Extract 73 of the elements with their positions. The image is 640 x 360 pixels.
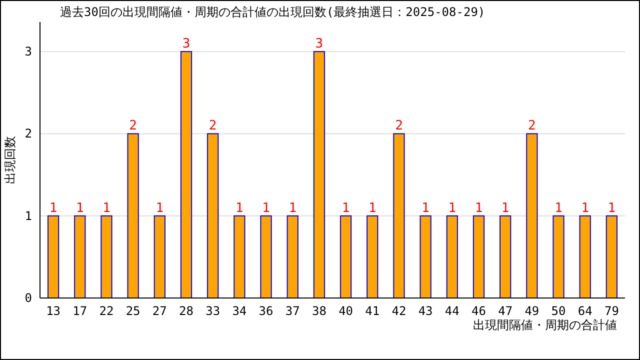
data-label: 1 xyxy=(102,200,110,216)
bar xyxy=(47,215,60,298)
bar xyxy=(340,215,352,298)
x-tick-label: 49 xyxy=(524,304,540,318)
y-tick-label: 3 xyxy=(24,44,32,59)
data-label: 1 xyxy=(448,200,456,216)
x-tick-label: 27 xyxy=(152,304,167,318)
data-label: 1 xyxy=(156,200,164,216)
data-label: 2 xyxy=(208,118,217,134)
bar xyxy=(552,215,564,298)
bar xyxy=(286,215,298,298)
x-tick-label: 64 xyxy=(578,304,592,318)
x-tick-label: 25 xyxy=(126,304,140,318)
bar xyxy=(127,133,139,298)
y-tick-label: 1 xyxy=(24,208,32,223)
bar xyxy=(446,215,458,298)
data-label: 1 xyxy=(608,200,616,216)
bar xyxy=(260,215,272,298)
data-label: 1 xyxy=(49,200,58,216)
data-label: 1 xyxy=(262,200,270,216)
x-tick-label: 42 xyxy=(392,304,406,318)
data-label: 1 xyxy=(474,200,483,216)
chart-title: 過去30回の出現間隔値・周期の合計値の出現回数(最終抽選日：2025-08-29) xyxy=(60,5,486,19)
x-tick-label: 36 xyxy=(258,304,274,318)
x-tick-label: 46 xyxy=(472,304,486,318)
x-axis-title: 出現間隔値・周期の合計値 xyxy=(473,318,617,332)
data-label: 3 xyxy=(182,36,190,52)
x-tick-label: 47 xyxy=(498,304,513,318)
data-label: 1 xyxy=(581,200,590,216)
y-tick-label: 0 xyxy=(24,291,32,305)
bar xyxy=(154,215,166,298)
data-label: 1 xyxy=(236,200,244,216)
data-label: 1 xyxy=(288,200,297,216)
x-tick-label: 28 xyxy=(179,304,194,318)
data-label: 3 xyxy=(315,36,324,52)
bar xyxy=(526,133,538,298)
x-tick-label: 34 xyxy=(232,304,247,318)
x-tick-label: 13 xyxy=(46,304,61,318)
data-label: 1 xyxy=(501,200,510,216)
bar xyxy=(180,51,192,298)
bar xyxy=(472,215,485,298)
data-label: 2 xyxy=(129,118,137,134)
x-tick-label: 40 xyxy=(338,304,354,318)
x-tick-label: 43 xyxy=(418,304,433,318)
bar xyxy=(207,133,219,298)
x-tick-label: 22 xyxy=(99,304,114,318)
data-label: 2 xyxy=(395,118,403,134)
bar xyxy=(500,215,512,298)
bar xyxy=(420,215,432,298)
bar xyxy=(366,215,378,298)
data-label: 1 xyxy=(368,200,376,216)
bar xyxy=(606,215,618,298)
y-tick-label: 2 xyxy=(24,126,32,141)
data-label: 1 xyxy=(554,200,562,216)
y-axis-title: 出現回数 xyxy=(3,136,17,184)
data-label: 1 xyxy=(342,200,350,216)
x-tick-label: 38 xyxy=(312,304,326,318)
x-tick-label: 17 xyxy=(72,304,88,318)
bar xyxy=(234,215,246,298)
x-tick-label: 50 xyxy=(551,304,566,318)
x-tick-label: 41 xyxy=(365,304,380,318)
x-tick-label: 44 xyxy=(444,304,460,318)
x-tick-label: 79 xyxy=(604,304,619,318)
bar xyxy=(393,133,405,298)
bar xyxy=(579,215,591,298)
bar xyxy=(74,215,86,298)
x-tick-label: 37 xyxy=(285,304,300,318)
data-label: 1 xyxy=(76,200,84,216)
bar xyxy=(313,51,326,298)
data-label: 1 xyxy=(422,200,430,216)
bar xyxy=(100,215,112,298)
x-tick-label: 33 xyxy=(206,304,220,318)
data-label: 2 xyxy=(528,118,536,134)
